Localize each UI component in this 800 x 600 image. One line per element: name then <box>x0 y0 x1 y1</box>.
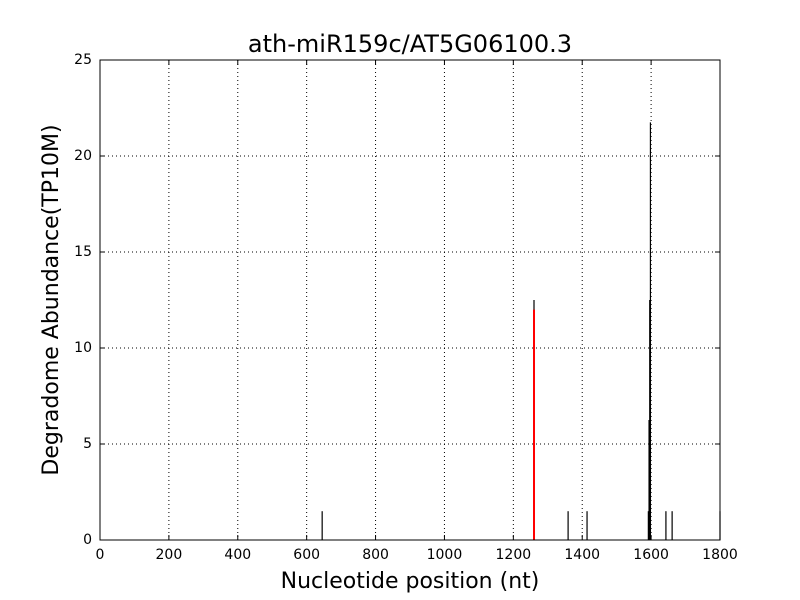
x-tick-label: 1000 <box>427 547 463 563</box>
x-tick-label: 1600 <box>633 547 669 563</box>
x-tick-label: 1800 <box>702 547 738 563</box>
chart-title: ath-miR159c/AT5G06100.3 <box>248 30 572 58</box>
y-tick-label: 10 <box>74 340 92 356</box>
x-tick-label: 1200 <box>496 547 532 563</box>
y-tick-label: 20 <box>74 148 92 164</box>
y-tick-label: 15 <box>74 244 92 260</box>
x-tick-label: 1400 <box>564 547 600 563</box>
x-tick-label: 800 <box>362 547 389 563</box>
plot-frame <box>99 59 721 541</box>
x-tick-label: 600 <box>293 547 320 563</box>
x-tick-label: 200 <box>156 547 183 563</box>
y-axis-label: Degradome Abundance(TP10M) <box>39 124 64 475</box>
y-tick-label: 5 <box>83 436 92 452</box>
x-axis-label: Nucleotide position (nt) <box>281 569 540 594</box>
x-tick-label: 400 <box>224 547 251 563</box>
y-tick-label: 25 <box>74 52 92 68</box>
x-tick-label: 0 <box>96 547 105 563</box>
y-tick-label: 0 <box>83 532 92 548</box>
